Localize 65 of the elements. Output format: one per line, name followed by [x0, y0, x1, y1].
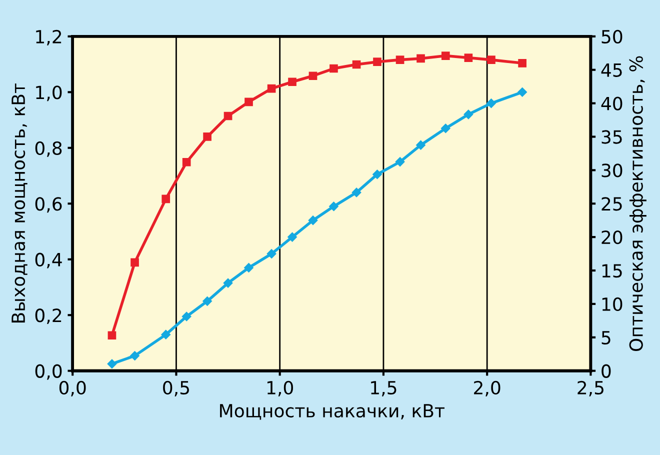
y-tick-label: 1,0 [36, 86, 62, 102]
point [308, 216, 318, 225]
y2-tick-label: 5 [602, 331, 610, 344]
y2-tick-label: 50 [602, 30, 622, 44]
point [130, 258, 139, 267]
point [224, 112, 232, 120]
y2-tick-label: 30 [602, 164, 622, 178]
point [244, 263, 254, 272]
point [372, 170, 382, 179]
point [395, 157, 405, 166]
y-tick-label: 0,0 [35, 364, 62, 380]
point [130, 351, 140, 360]
y-tick-label: 0,8 [35, 141, 62, 157]
point [203, 132, 212, 141]
point [288, 232, 297, 242]
x-tick-label: 2,0 [474, 380, 500, 396]
y-tick-label: 0,6 [35, 197, 62, 213]
point [267, 84, 276, 93]
x-tick-label: 0,0 [59, 380, 86, 396]
point [182, 158, 191, 166]
point [396, 56, 404, 64]
point [202, 296, 212, 306]
point [441, 124, 450, 133]
point [441, 52, 450, 60]
x-tick-label: 2,5 [578, 380, 604, 396]
point [464, 110, 474, 120]
point [518, 58, 526, 68]
point [182, 312, 192, 322]
point [416, 140, 426, 150]
point [518, 88, 527, 97]
point [108, 331, 116, 340]
point [244, 98, 253, 106]
point [416, 54, 425, 63]
point [288, 78, 296, 86]
y2-axis-title: Оптическая эффективность, % [629, 56, 646, 352]
x-tick-label: 1,0 [267, 380, 293, 396]
y2-tick-label: 45 [601, 64, 622, 77]
point [223, 278, 233, 288]
point [464, 54, 473, 62]
y2-tick-label: 20 [602, 230, 622, 244]
point [352, 60, 361, 69]
point [162, 194, 170, 204]
y-tick-label: 0,4 [35, 252, 62, 268]
y-tick-label: 0,2 [35, 308, 62, 324]
point [330, 64, 338, 73]
point [308, 72, 318, 80]
y2-tick-label: 25 [602, 197, 622, 211]
x-tick-label: 0,5 [163, 380, 189, 396]
y2-tick-label: 0 [602, 364, 611, 378]
y2-tick-label: 40 [601, 96, 622, 110]
x-axis-title: Мощность накачки, кВт [220, 404, 444, 420]
point [266, 249, 276, 258]
x-tick-label: 1,5 [371, 381, 396, 396]
y2-tick-label: 35 [602, 130, 622, 144]
point [486, 98, 496, 108]
point [161, 330, 170, 340]
point [487, 56, 496, 64]
y2-tick-label: 10 [602, 297, 622, 312]
point [329, 202, 338, 212]
point [107, 359, 117, 368]
y2-tick-label: 15 [602, 264, 622, 278]
point [373, 58, 382, 66]
y-axis-title: Выходная мощность, кВт [12, 84, 28, 322]
point [352, 188, 362, 198]
y-tick-label: 1,2 [36, 30, 62, 46]
